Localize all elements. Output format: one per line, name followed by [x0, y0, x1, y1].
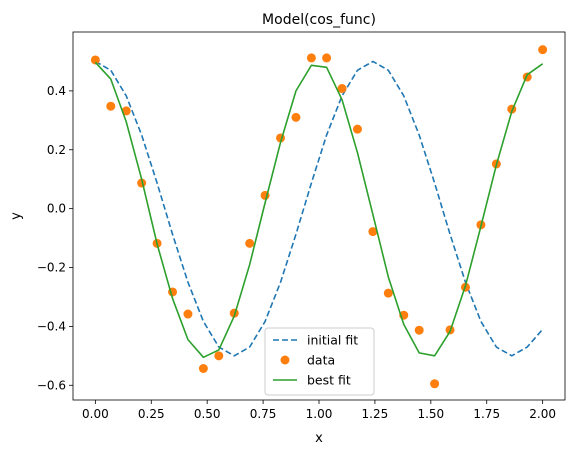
best-fit-line [94, 61, 544, 359]
chart-title: Model(cos_func) [262, 12, 376, 28]
data-point [538, 45, 548, 55]
y-tick-label: 0.0 [47, 202, 66, 216]
legend-label: initial fit [307, 333, 358, 348]
x-tick-label: 0.75 [250, 407, 277, 421]
legend-box [264, 327, 375, 396]
data-point [430, 379, 440, 389]
data-layer [90, 45, 548, 389]
y-tick-label: 0.2 [47, 143, 66, 157]
x-tick-label: 1.00 [306, 407, 333, 421]
x-axis-label: x [315, 431, 323, 446]
plot-area: 0.00 0.25 0.50 0.75 1.00 1.25 1.50 1.75 2.00 −0.6… [37, 31, 566, 421]
x-tick-label: 1.50 [417, 407, 444, 421]
legend-label: data [307, 353, 335, 368]
data-point [306, 53, 316, 63]
x-tick-label: 1.75 [473, 407, 500, 421]
x-tick-label: 0.25 [138, 407, 165, 421]
data-point [414, 325, 424, 335]
legend: initial fit data best fit [264, 327, 375, 396]
data-point [245, 238, 255, 248]
legend-label: best fit [307, 373, 351, 388]
data-point [121, 106, 131, 116]
y-tick-label: 0.4 [47, 84, 66, 98]
y-tick-label: −0.2 [37, 261, 66, 275]
data-point [337, 84, 347, 94]
data-point [368, 227, 378, 237]
data-point [352, 124, 362, 134]
data-point [198, 363, 208, 373]
data-point [383, 288, 393, 298]
data-point [183, 309, 193, 319]
data-point [322, 53, 332, 63]
legend-marker-data [280, 355, 290, 365]
data-point [90, 55, 100, 65]
y-tick-label: −0.4 [37, 319, 66, 333]
x-tick-label: 0.50 [194, 407, 221, 421]
axes-frame [72, 31, 566, 401]
y-tick-label: −0.6 [37, 378, 66, 392]
y-axis-label: y [9, 212, 24, 220]
data-point [291, 112, 301, 122]
x-tick-label: 2.00 [529, 407, 556, 421]
data-point [214, 351, 224, 361]
initial-fit-line [94, 60, 544, 357]
data-point [106, 101, 116, 111]
x-tick-label: 1.25 [362, 407, 389, 421]
x-tick-label: 0.00 [82, 407, 109, 421]
